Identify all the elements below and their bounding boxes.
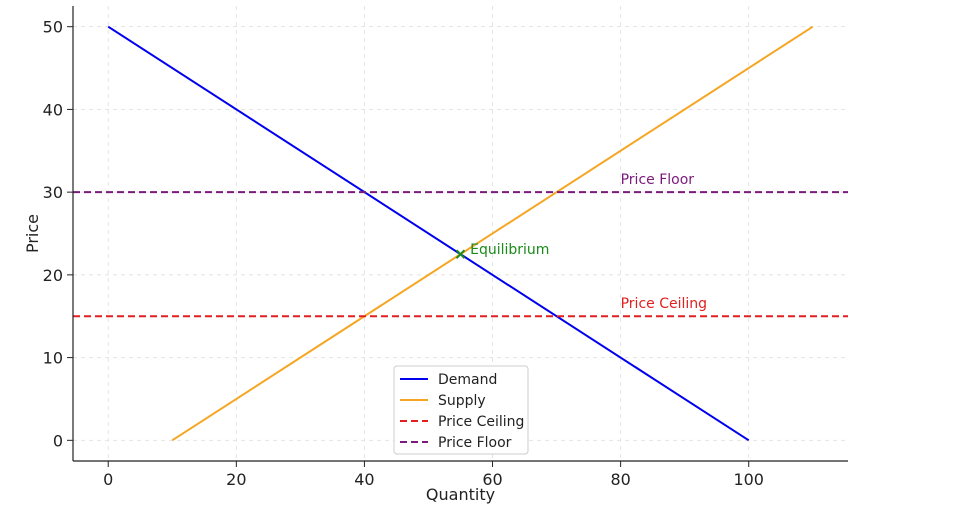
y-tick-label: 30 [43, 183, 63, 202]
y-tick-label: 40 [43, 100, 63, 119]
axes: 0 20 40 60 80 100 0 10 20 30 40 50 [43, 6, 848, 489]
x-tick-label: 100 [733, 470, 764, 489]
legend-label: Price Floor [438, 435, 512, 451]
annotations-group: Price Floor Price Ceiling Equilibrium [470, 172, 707, 312]
y-tick-label: 0 [53, 431, 63, 450]
marker-stroke [455, 249, 466, 259]
equilibrium-marker [455, 249, 466, 259]
legend-label: Demand [438, 372, 497, 388]
x-tick-label: 80 [610, 470, 630, 489]
y-axis-label: Price [23, 214, 42, 253]
series-group [73, 25, 848, 442]
x-axis-label: Quantity [426, 485, 495, 504]
series-line-supply [171, 25, 814, 442]
y-tick-label: 20 [43, 266, 63, 285]
y-tick-label: 10 [43, 349, 63, 368]
y-tick-label: 50 [43, 18, 63, 37]
annotation-price-floor: Price Floor [621, 172, 695, 188]
legend-label: Supply [438, 393, 486, 409]
annotation-price-ceiling: Price Ceiling [621, 296, 707, 312]
legend-item-price-floor: Price Floor [400, 435, 512, 451]
x-tick-label: 0 [103, 470, 113, 489]
legend-item-demand: Demand [400, 372, 497, 388]
legend: Demand Supply Price Ceiling Price Floor [393, 365, 529, 455]
legend-item-price-ceiling: Price Ceiling [400, 414, 524, 430]
x-tick-label: 20 [226, 470, 246, 489]
legend-frame [393, 365, 529, 455]
x-tick-label: 60 [482, 470, 502, 489]
series-line-demand [107, 25, 750, 442]
marks-group [455, 249, 466, 259]
x-tick-label: 40 [354, 470, 374, 489]
annotation-equilibrium: Equilibrium [470, 242, 549, 258]
legend-item-supply: Supply [400, 393, 486, 409]
legend-label: Price Ceiling [438, 414, 524, 430]
